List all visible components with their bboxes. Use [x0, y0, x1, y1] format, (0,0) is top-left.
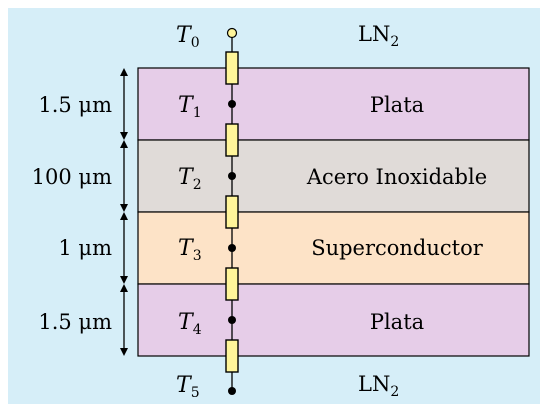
- layer-name: Acero Inoxidable: [306, 165, 487, 189]
- top-temp: T0: [176, 23, 200, 51]
- thermal-resistor: [225, 339, 239, 373]
- layer-band: [137, 139, 530, 213]
- layer-temp: T3: [178, 236, 202, 264]
- layer-band: [137, 211, 530, 285]
- arrow-head: [120, 132, 128, 140]
- thermal-resistor: [225, 267, 239, 301]
- arrow-head: [120, 140, 128, 148]
- arrow-head: [120, 212, 128, 220]
- layer-name: Plata: [370, 93, 424, 117]
- temperature-node: [228, 244, 236, 252]
- temperature-node: [228, 172, 236, 180]
- layer-thickness: 100 μm: [32, 165, 112, 189]
- layer-acero-inoxidable: Acero Inoxidable 100 μm T2: [32, 139, 530, 213]
- thermal-resistor: [225, 123, 239, 157]
- layer-thickness: 1.5 μm: [38, 93, 112, 117]
- arrow-heads: [120, 68, 128, 356]
- bottom-medium: LN2: [358, 372, 399, 400]
- layer-name: Superconductor: [311, 236, 484, 260]
- layer-superconductor: Superconductor 1 μm T3: [58, 211, 530, 285]
- thermal-resistors: [225, 51, 239, 373]
- layer-band: [137, 67, 530, 141]
- layer-temp: T2: [178, 165, 202, 193]
- temperature-node: [228, 100, 236, 108]
- layer-name: Plata: [370, 310, 424, 334]
- layer-plata-2: Plata 1.5 μm T4: [38, 283, 530, 357]
- temperature-node: [228, 316, 236, 324]
- top-medium: LN2: [358, 22, 399, 50]
- layer-temp: T4: [178, 310, 202, 338]
- arrow-head: [120, 276, 128, 284]
- reservoir-terminal: [226, 27, 238, 39]
- arrow-head: [120, 204, 128, 212]
- layer-band: [137, 283, 530, 357]
- layer-temp: T1: [178, 93, 202, 121]
- layer-plata-1: Plata 1.5 μm T1: [38, 67, 530, 141]
- arrow-head: [120, 348, 128, 356]
- temperature-node: [228, 387, 236, 395]
- thermal-resistor: [225, 195, 239, 229]
- temperature-nodes: [228, 100, 236, 395]
- layer-thickness: 1.5 μm: [38, 310, 112, 334]
- arrow-head: [120, 68, 128, 76]
- thermal-resistor: [225, 51, 239, 85]
- bottom-temp: T5: [176, 373, 200, 401]
- layer-thickness: 1 μm: [58, 236, 112, 260]
- arrow-head: [120, 284, 128, 292]
